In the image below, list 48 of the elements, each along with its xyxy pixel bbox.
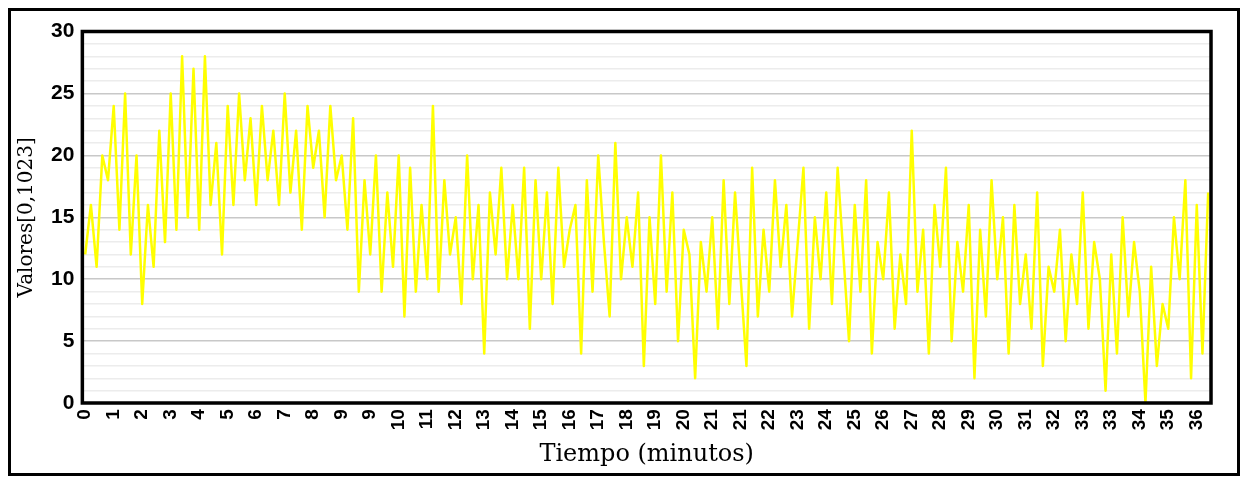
x-axis-title: Tiempo (minutos)	[539, 438, 754, 467]
x-tick-label: 3	[158, 409, 180, 420]
x-tick-label: 33	[1070, 409, 1092, 431]
x-tick-label: 24	[814, 408, 836, 431]
x-tick-label: 1	[101, 408, 123, 420]
x-tick-label: 26	[871, 409, 893, 431]
y-tick-label: 20	[51, 142, 75, 166]
x-tick-label: 13	[472, 409, 494, 431]
x-tick-label: 9	[358, 409, 380, 420]
x-tick-label: 30	[985, 409, 1007, 431]
x-tick-label: 11	[415, 408, 437, 430]
x-tick-label: 14	[500, 408, 522, 431]
x-tick-label: 27	[899, 409, 921, 431]
y-tick-label: 15	[51, 204, 75, 228]
x-tick-label: 8	[301, 409, 323, 420]
x-tick-label: 16	[557, 409, 579, 431]
x-tick-label: 5	[215, 408, 237, 420]
x-tick-label: 7	[272, 409, 294, 420]
x-tick-label: 2	[130, 409, 152, 420]
x-tick-label: 21	[728, 408, 750, 431]
x-tick-label: 18	[614, 409, 636, 431]
x-tick-label: 32	[1042, 409, 1064, 431]
x-tick-label: 21	[700, 408, 722, 431]
x-tick-label: 15	[529, 408, 551, 431]
x-tick-label: 4	[187, 408, 209, 420]
x-tick-label: 22	[757, 409, 779, 431]
x-tick-label: 29	[956, 409, 978, 431]
y-tick-label: 5	[62, 327, 75, 351]
x-tick-label: 12	[443, 409, 465, 431]
x-tick-label: 31	[1013, 408, 1035, 431]
x-tick-label: 19	[643, 409, 665, 431]
x-tick-label: 33	[1099, 409, 1121, 431]
x-tick-label: 23	[785, 409, 807, 431]
x-tick-label: 36	[1185, 409, 1206, 431]
x-tick-label: 6	[244, 409, 266, 420]
x-tick-label: 25	[842, 408, 864, 431]
y-axis-title: Valores[0,1023]	[13, 137, 38, 299]
x-tick-label: 9	[329, 409, 351, 420]
x-tick-label: 0	[73, 409, 95, 420]
x-tick-label: 35	[1156, 408, 1178, 431]
y-tick-label: 30	[51, 18, 75, 42]
x-tick-label: 34	[1128, 408, 1149, 431]
x-tick-label: 17	[586, 409, 608, 431]
x-tick-label: 10	[386, 409, 408, 431]
y-tick-label: 25	[51, 80, 75, 104]
x-tick-label: 20	[671, 409, 693, 431]
y-tick-label: 10	[51, 266, 75, 290]
x-tick-label: 28	[928, 409, 950, 431]
